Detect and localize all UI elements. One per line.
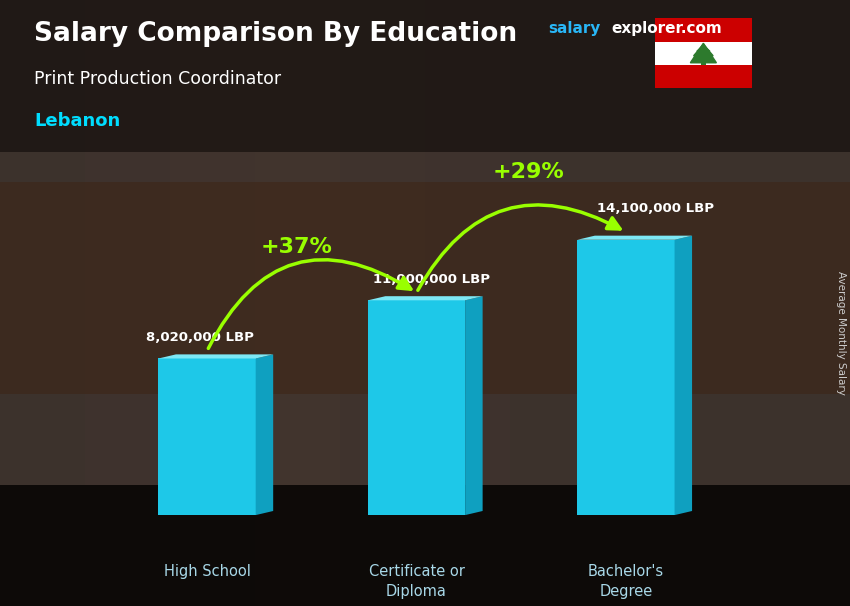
Polygon shape — [690, 43, 717, 63]
Bar — [680, 0, 765, 606]
Text: Salary Comparison By Education: Salary Comparison By Education — [34, 21, 517, 47]
Polygon shape — [694, 44, 713, 56]
Text: 14,100,000 LBP: 14,100,000 LBP — [598, 202, 714, 215]
Polygon shape — [577, 236, 692, 240]
Bar — [255, 0, 340, 606]
Text: 11,000,000 LBP: 11,000,000 LBP — [373, 273, 490, 285]
Polygon shape — [577, 240, 675, 515]
Bar — [425, 0, 510, 606]
Text: Bachelor's
Degree: Bachelor's Degree — [588, 564, 664, 599]
Bar — [654, 18, 752, 42]
Text: +37%: +37% — [261, 237, 332, 257]
Text: Average Monthly Salary: Average Monthly Salary — [836, 271, 846, 395]
Bar — [170, 0, 255, 606]
Polygon shape — [256, 355, 273, 515]
Polygon shape — [675, 236, 692, 515]
Text: explorer.com: explorer.com — [611, 21, 722, 36]
Bar — [0, 0, 850, 152]
Bar — [0, 182, 850, 394]
Polygon shape — [697, 45, 710, 52]
Bar — [0, 0, 85, 606]
Bar — [510, 0, 595, 606]
Bar — [654, 42, 752, 64]
Text: Lebanon: Lebanon — [34, 112, 120, 130]
Bar — [701, 62, 706, 64]
Bar — [595, 0, 680, 606]
Text: 8,020,000 LBP: 8,020,000 LBP — [145, 331, 253, 344]
Text: High School: High School — [163, 564, 251, 579]
Text: salary: salary — [548, 21, 601, 36]
Polygon shape — [465, 296, 483, 515]
Bar — [765, 0, 850, 606]
Bar — [340, 0, 425, 606]
Polygon shape — [368, 296, 483, 301]
Text: Certificate or
Diploma: Certificate or Diploma — [369, 564, 464, 599]
Bar — [85, 0, 170, 606]
Polygon shape — [368, 301, 465, 515]
Polygon shape — [158, 359, 256, 515]
Bar — [0, 485, 850, 606]
Text: +29%: +29% — [493, 162, 564, 182]
Polygon shape — [158, 355, 273, 359]
Text: Print Production Coordinator: Print Production Coordinator — [34, 70, 281, 88]
Bar — [654, 64, 752, 88]
